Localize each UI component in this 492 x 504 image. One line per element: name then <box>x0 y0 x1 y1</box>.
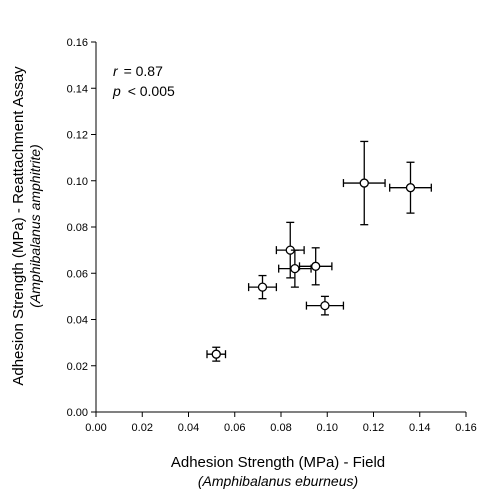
data-point <box>342 140 386 226</box>
p-value: < 0.005 <box>128 83 175 99</box>
x-tick-label: 0.06 <box>224 422 245 434</box>
data-marker <box>359 178 369 188</box>
data-points <box>206 140 432 362</box>
y-axis-subtitle: (Amphibalanus amphitrite) <box>27 144 43 307</box>
data-point <box>305 295 345 316</box>
y-tick-label: 0.08 <box>67 222 88 234</box>
data-marker <box>311 261 321 271</box>
r-value: = 0.87 <box>124 63 164 79</box>
data-point <box>275 221 305 279</box>
data-marker <box>290 263 300 274</box>
data-marker <box>405 183 416 193</box>
x-tick-label: 0.10 <box>317 422 338 434</box>
p-annotation: p < 0.005 <box>112 83 175 99</box>
x-tick-label: 0.12 <box>363 422 384 434</box>
y-tick-label: 0.14 <box>67 83 88 95</box>
y-tick-label: 0.16 <box>67 37 88 49</box>
y-tick-label: 0.06 <box>67 268 88 280</box>
y-tick-label: 0.00 <box>67 407 88 419</box>
data-marker <box>320 300 330 311</box>
data-marker <box>257 282 268 292</box>
y-tick-label: 0.04 <box>67 315 88 327</box>
r-label: r <box>113 63 119 79</box>
x-tick-label: 0.00 <box>85 422 106 434</box>
data-point <box>247 274 278 300</box>
p-label: p <box>112 83 121 99</box>
data-point <box>278 249 312 288</box>
data-marker <box>211 349 221 359</box>
x-tick-label: 0.02 <box>132 422 153 434</box>
x-axis-subtitle: (Amphibalanus eburneus) <box>198 473 358 489</box>
data-point <box>389 161 432 214</box>
y-tick-label: 0.12 <box>67 130 88 142</box>
x-tick-label: 0.14 <box>409 422 430 434</box>
x-tick-label: 0.04 <box>178 422 199 434</box>
r-annotation: r = 0.87 <box>113 63 163 79</box>
y-tick-label: 0.10 <box>67 176 88 188</box>
x-axis-title: Adhesion Strength (MPa) - Field <box>171 454 385 471</box>
y-ticks: 0.00 0.02 0.04 0.06 0.08 0.10 0.12 0.14 0.16 <box>67 37 96 419</box>
x-tick-label: 0.08 <box>270 422 291 434</box>
x-tick-label: 0.16 <box>455 422 476 434</box>
x-ticks: 0.00 0.02 0.04 0.06 0.08 0.10 0.12 0.14 0.16 <box>85 412 477 434</box>
data-point <box>206 346 227 362</box>
y-axis-title: Adhesion Strength (MPa) - Reattachment A… <box>10 66 27 386</box>
y-tick-label: 0.02 <box>67 361 88 373</box>
data-point <box>298 247 333 286</box>
